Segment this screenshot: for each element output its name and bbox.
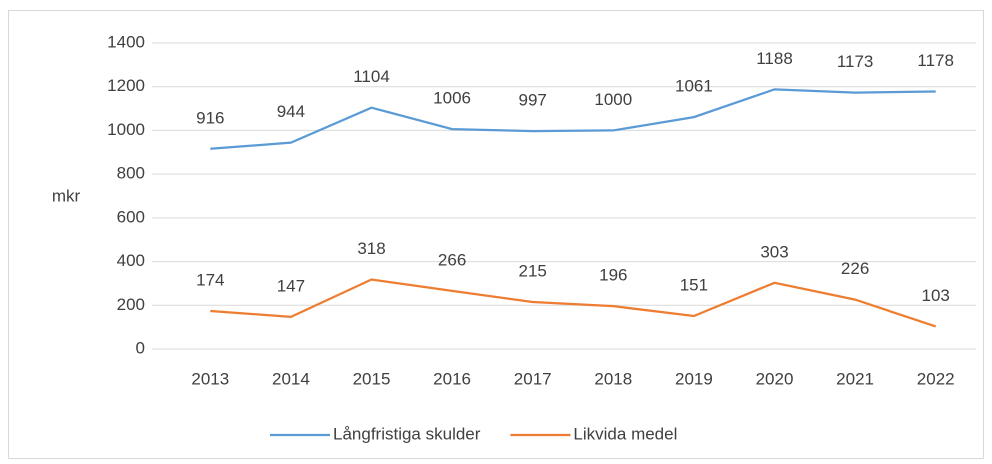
data-label: 1000 xyxy=(594,90,632,109)
data-label: 196 xyxy=(599,266,627,285)
x-tick-label: 2016 xyxy=(433,369,471,388)
data-label: 1006 xyxy=(433,89,471,108)
data-label: 147 xyxy=(277,276,305,295)
y-tick-label: 600 xyxy=(117,207,145,226)
data-label: 1061 xyxy=(675,77,713,96)
data-label: 318 xyxy=(357,239,385,258)
x-tick-label: 2021 xyxy=(836,369,874,388)
series-line xyxy=(210,278,937,328)
y-axis-label: mkr xyxy=(52,186,81,205)
x-tick-label: 2019 xyxy=(675,369,713,388)
series-line xyxy=(210,88,936,150)
y-tick-label: 0 xyxy=(136,338,145,357)
data-label: 151 xyxy=(680,275,708,294)
x-tick-label: 2017 xyxy=(514,369,552,388)
data-label: 226 xyxy=(841,259,869,278)
chart-border xyxy=(8,10,984,459)
data-label: 944 xyxy=(277,102,305,121)
data-label: 303 xyxy=(760,242,788,261)
x-tick-label: 2022 xyxy=(917,369,955,388)
x-tick-label: 2013 xyxy=(191,369,229,388)
y-tick-label: 1000 xyxy=(107,120,145,139)
y-tick-label: 1400 xyxy=(107,32,145,51)
data-label: 1178 xyxy=(917,51,954,70)
data-label: 103 xyxy=(922,286,950,305)
x-tick-label: 2018 xyxy=(594,369,632,388)
y-tick-label: 200 xyxy=(117,295,145,314)
data-label: 916 xyxy=(196,108,224,127)
data-label: 1188 xyxy=(756,49,793,68)
y-tick-label: 400 xyxy=(117,251,145,270)
data-label: 1104 xyxy=(353,67,390,86)
data-label: 215 xyxy=(519,261,547,280)
data-label: 174 xyxy=(196,270,224,289)
data-label: 1173 xyxy=(837,52,874,71)
legend-label: Likvida medel xyxy=(573,424,677,443)
legend-label: Långfristiga skulder xyxy=(333,424,481,443)
data-label: 997 xyxy=(519,91,547,110)
x-tick-label: 2015 xyxy=(353,369,391,388)
x-tick-label: 2014 xyxy=(272,369,310,388)
data-label: 266 xyxy=(438,250,466,269)
y-tick-label: 800 xyxy=(117,164,145,183)
y-tick-label: 1200 xyxy=(107,76,145,95)
x-tick-label: 2020 xyxy=(756,369,794,388)
